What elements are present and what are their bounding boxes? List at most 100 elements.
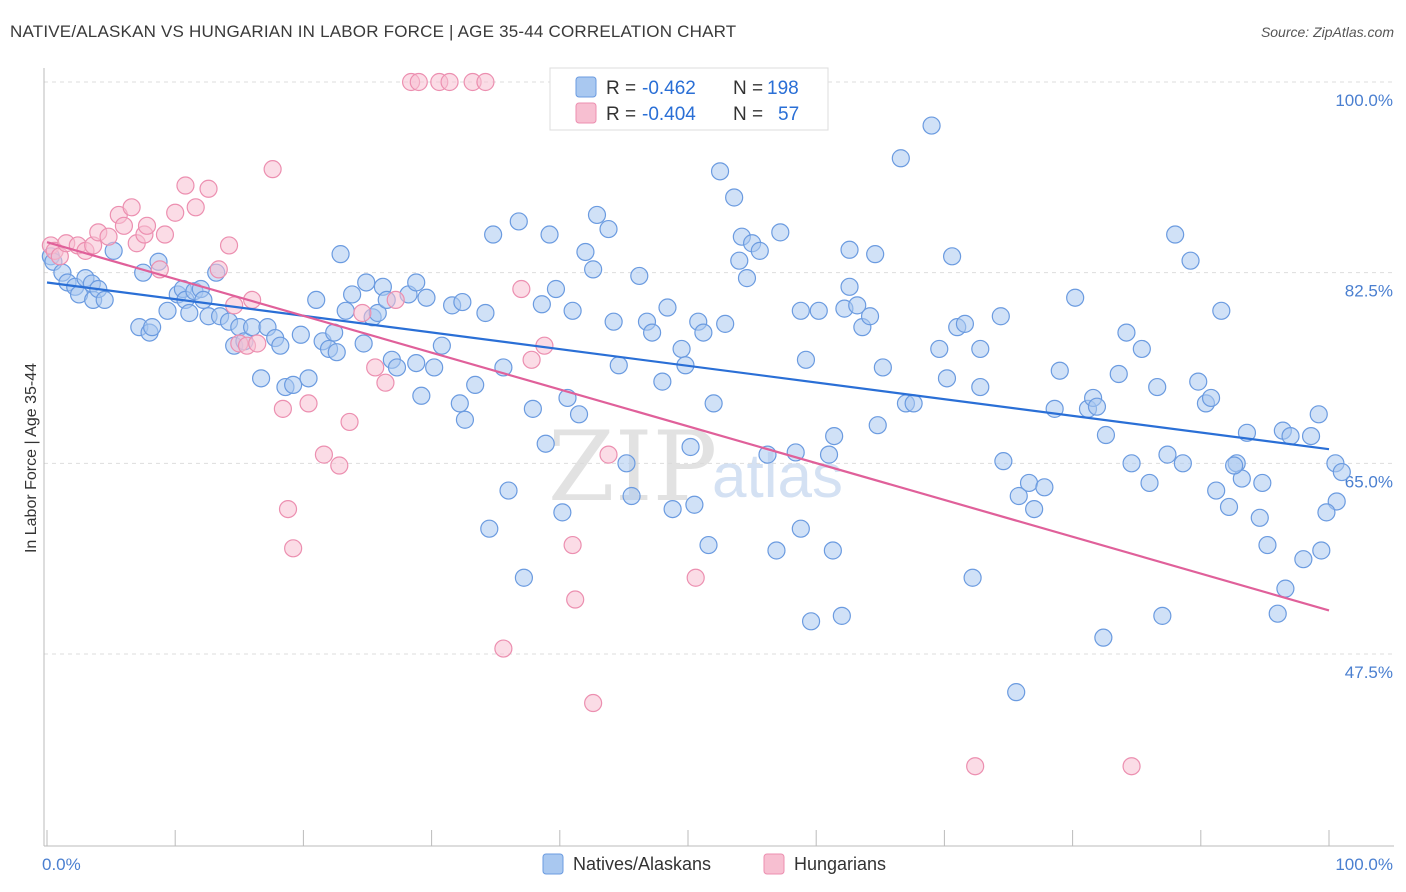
native-point-79 (540, 225, 559, 244)
hungarian-point-32 (299, 394, 318, 413)
native-point-165 (1148, 377, 1167, 397)
trend-line-natives (46, 281, 1330, 451)
native-point-67 (455, 410, 475, 429)
hungarian-point-46 (494, 639, 513, 658)
native-point-137 (922, 116, 941, 135)
x-tick-labels: 0.0% 100.0% (42, 855, 1393, 874)
hungarian-point-51 (566, 590, 585, 609)
native-point-96 (653, 372, 672, 391)
native-point-110 (730, 251, 749, 270)
x-tick-label-0: 0.0% (42, 855, 81, 874)
hungarian-point-21 (209, 260, 228, 279)
hungarian-point-55 (966, 757, 985, 776)
native-point-48 (343, 285, 362, 304)
native-point-84 (569, 405, 589, 424)
native-point-66 (453, 292, 472, 312)
native-point-60 (412, 386, 431, 405)
native-point-190 (1294, 550, 1313, 569)
native-point-112 (737, 269, 757, 288)
trend-lines (46, 241, 1330, 612)
native-point-65 (450, 394, 469, 413)
native-point-121 (801, 612, 821, 631)
y-axis-title: In Labor Force | Age 35-44 (23, 363, 40, 553)
native-point-123 (819, 445, 839, 464)
native-point-46 (331, 245, 350, 264)
native-point-131 (866, 245, 885, 264)
hungarian-point-52 (584, 693, 603, 713)
hungarian-point-16 (155, 225, 175, 244)
native-point-87 (587, 205, 607, 225)
hungarian-point-27 (248, 334, 267, 353)
native-point-91 (617, 454, 636, 473)
native-point-76 (523, 399, 542, 418)
native-point-62 (425, 358, 444, 377)
hungarian-point-22 (219, 236, 239, 255)
hungarian-point-41 (409, 72, 428, 92)
native-point-105 (699, 535, 718, 555)
native-point-182 (1281, 426, 1300, 446)
native-point-196 (1007, 683, 1026, 702)
x-tick-label-1: 100.0% (1335, 855, 1393, 874)
native-point-133 (873, 358, 892, 377)
native-point-116 (767, 541, 786, 560)
native-point-136 (904, 394, 923, 413)
native-point-183 (1301, 426, 1321, 446)
native-point-13 (134, 263, 153, 282)
native-point-59 (407, 353, 426, 373)
legend-r-value-1: -0.462 (642, 78, 696, 99)
native-point-191 (1276, 579, 1295, 598)
hungarian-point-53 (599, 445, 618, 464)
native-point-15 (143, 318, 162, 337)
native-point-166 (1158, 445, 1177, 464)
native-point-56 (387, 358, 407, 377)
bottom-legend-label-natives: Natives/Alaskans (573, 854, 711, 874)
native-point-78 (536, 434, 555, 453)
native-point-97 (658, 298, 677, 317)
native-point-146 (991, 307, 1010, 326)
native-point-109 (725, 188, 744, 207)
native-point-85 (576, 242, 595, 262)
native-point-144 (971, 339, 990, 359)
legend-n-value-2: 57 (778, 104, 799, 125)
native-point-45 (327, 343, 346, 362)
y-tick-label-0: 47.5% (1345, 663, 1393, 682)
native-point-17 (158, 301, 177, 320)
native-point-194 (1225, 456, 1244, 475)
native-point-102 (685, 495, 704, 514)
native-point-192 (1268, 604, 1287, 623)
legend-r-label-2: R = (606, 104, 636, 125)
series-natives-alaskans-points (41, 116, 1351, 702)
native-point-148 (1009, 486, 1028, 506)
native-point-117 (771, 223, 790, 242)
native-point-149 (1019, 473, 1039, 493)
native-point-138 (930, 339, 949, 359)
native-point-179 (1250, 508, 1269, 527)
native-point-80 (546, 279, 566, 299)
native-point-134 (891, 149, 910, 168)
hungarian-point-18 (176, 176, 195, 195)
legend-swatch-hungarians (575, 102, 597, 124)
x-ticks (46, 830, 1330, 846)
native-point-95 (643, 323, 662, 342)
native-point-24 (194, 290, 213, 310)
hungarian-point-10 (114, 216, 134, 235)
native-point-104 (694, 323, 713, 342)
native-point-73 (499, 481, 518, 500)
native-point-174 (1212, 301, 1231, 320)
native-point-160 (1109, 364, 1128, 384)
native-point-98 (663, 499, 682, 519)
native-point-10 (95, 290, 114, 310)
native-point-172 (1201, 388, 1221, 408)
hungarian-point-43 (440, 72, 459, 92)
legend-swatch-natives (575, 76, 597, 98)
hungarian-point-38 (376, 373, 395, 392)
native-point-38 (284, 375, 303, 394)
hungarian-point-20 (199, 179, 218, 198)
native-point-147 (994, 452, 1013, 471)
native-point-163 (1132, 339, 1151, 359)
native-point-130 (860, 307, 880, 326)
top-legend: R = -0.462 N = 198 R = -0.404 N = 57 (549, 67, 829, 131)
native-point-89 (604, 312, 623, 331)
native-point-158 (1094, 628, 1113, 647)
